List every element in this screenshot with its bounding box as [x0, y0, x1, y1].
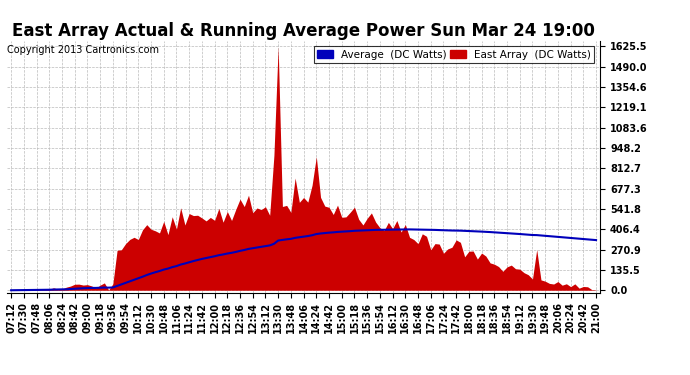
- Text: Copyright 2013 Cartronics.com: Copyright 2013 Cartronics.com: [8, 45, 159, 55]
- Title: East Array Actual & Running Average Power Sun Mar 24 19:00: East Array Actual & Running Average Powe…: [12, 22, 595, 40]
- Legend: Average  (DC Watts), East Array  (DC Watts): Average (DC Watts), East Array (DC Watts…: [314, 46, 594, 63]
